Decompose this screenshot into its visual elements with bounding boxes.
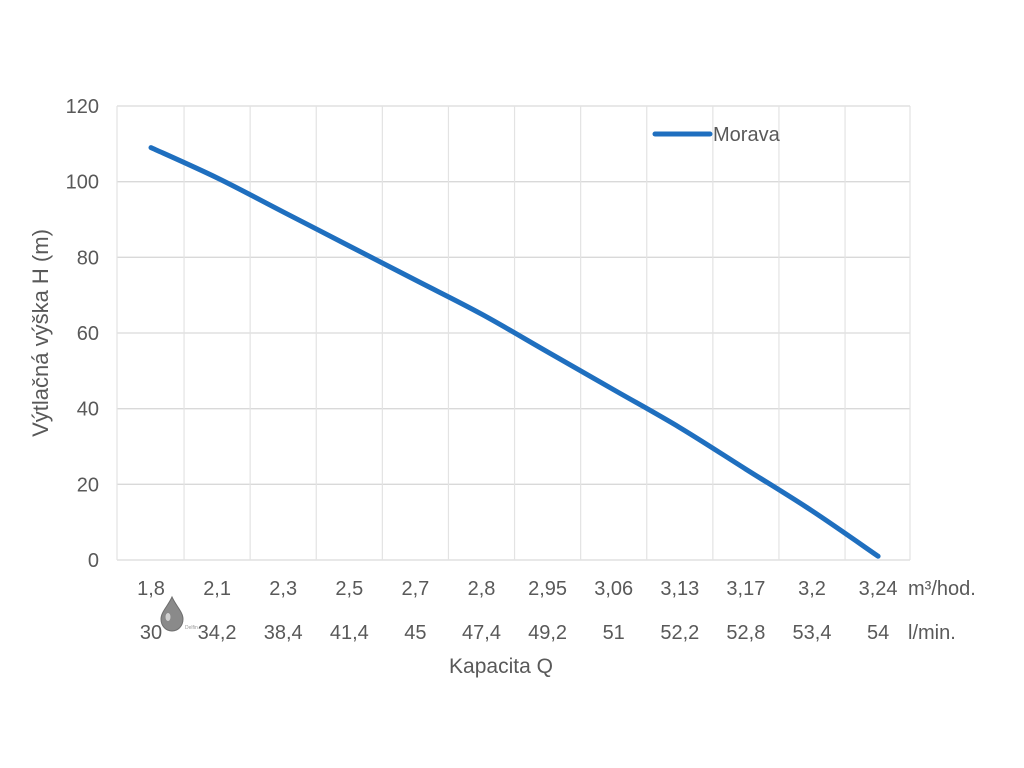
x-tick-label-m3h: 3,24	[859, 578, 898, 600]
y-tick-label: 0	[88, 550, 99, 572]
x-tick-label-lmin: 30	[140, 622, 162, 644]
y-tick-label: 120	[66, 96, 99, 118]
x-tick-label-lmin: 45	[404, 622, 426, 644]
y-tick-label: 20	[77, 474, 99, 496]
x-tick-label-m3h: 2,1	[203, 578, 231, 600]
x-tick-label-m3h: 3,13	[660, 578, 699, 600]
x-unit-lmin: l/min.	[908, 622, 956, 644]
x-tick-label-lmin: 34,2	[198, 622, 237, 644]
x-tick-label-m3h: 3,17	[726, 578, 765, 600]
y-axis-ticks: 0 20 40 60 80 100 120	[66, 96, 99, 572]
x-tick-label-lmin: 53,4	[793, 622, 832, 644]
legend: Morava	[652, 124, 781, 146]
x-tick-label-lmin: 41,4	[330, 622, 369, 644]
x-tick-label-lmin: 54	[867, 622, 889, 644]
y-tick-label: 100	[66, 172, 99, 194]
x-tick-label-lmin: 52,2	[660, 622, 699, 644]
y-tick-label: 80	[77, 247, 99, 269]
legend-label: Morava	[713, 124, 781, 146]
x-tick-label-lmin: 52,8	[726, 622, 765, 644]
x-tick-label-m3h: 2,5	[335, 578, 363, 600]
x-tick-label-m3h: 2,8	[468, 578, 496, 600]
water-drop-icon	[160, 595, 184, 632]
x-tick-label-lmin: 38,4	[264, 622, 303, 644]
x-tick-label-m3h: 1,8	[137, 578, 165, 600]
x-tick-label-m3h: 2,3	[269, 578, 297, 600]
x-tick-label-lmin: 49,2	[528, 622, 567, 644]
x-tick-label-m3h: 2,7	[401, 578, 429, 600]
x-tick-label-lmin: 51	[603, 622, 625, 644]
x-axis-title: Kapacita Q	[449, 655, 553, 678]
y-tick-label: 40	[77, 399, 99, 421]
x-tick-label-lmin: 47,4	[462, 622, 501, 644]
x-unit-m3h: m³/hod.	[908, 578, 976, 600]
series-layer	[148, 145, 881, 559]
x-tick-label-m3h: 2,95	[528, 578, 567, 600]
x-tick-label-m3h: 3,2	[798, 578, 826, 600]
y-axis-title: Výtlačná výška H (m)	[28, 229, 53, 437]
x-tick-label-m3h: 3,06	[594, 578, 633, 600]
y-tick-label: 60	[77, 323, 99, 345]
watermark: Delfin	[160, 595, 198, 632]
watermark-text: Delfin	[185, 625, 198, 631]
x-axis-ticks: 1,8 2,1 2,3 2,5 2,7 2,8 2,95 3,06 3,13 3,17 3,2 3,2…	[137, 578, 897, 644]
series-line-morava	[148, 145, 881, 559]
